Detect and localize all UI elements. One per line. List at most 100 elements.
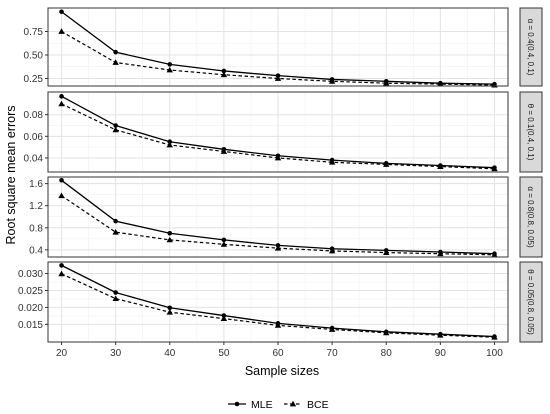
data-point-bce [437, 163, 444, 169]
x-tick-label: 30 [110, 348, 122, 359]
y-tick-label: 0.08 [24, 110, 44, 121]
data-point-mle [59, 263, 64, 268]
facet-strip [519, 261, 543, 343]
data-point-bce [274, 322, 282, 328]
x-axis-title: Sample sizes [245, 364, 319, 378]
y-tick-label: 0.8 [29, 223, 43, 234]
legend-key-bce: BCE [284, 399, 329, 411]
data-point-bce [58, 192, 65, 199]
y-tick-label: 0.020 [18, 303, 43, 314]
data-point-bce [166, 236, 173, 243]
data-point-mle [59, 9, 64, 15]
data-point-bce [437, 250, 444, 257]
data-point-bce [383, 249, 390, 255]
data-point-bce [328, 159, 336, 165]
panel-border [47, 176, 509, 258]
panel-2: 0.04 0.06 0.08 θ = 0.1(0.4, 0.1) [24, 91, 543, 173]
x-tick-label: 20 [56, 348, 68, 359]
data-point-bce [328, 326, 336, 332]
legend-label-bce: BCE [307, 399, 329, 411]
panel-4: 0.015 0.020 0.025 0.030 θ = 0.05(0.8, 0.05) [18, 261, 543, 343]
y-tick-label: 0.015 [18, 320, 43, 331]
data-point-bce [491, 334, 498, 340]
x-tick-label: 90 [435, 348, 447, 359]
data-point-bce [220, 241, 228, 247]
legend-label-mle: MLE [251, 399, 273, 411]
x-tick-label: 60 [272, 348, 284, 359]
data-point-bce [274, 154, 282, 161]
data-point-mle [167, 139, 173, 145]
y-tick-label: 0.50 [24, 50, 44, 61]
y-tick-label: 0.75 [24, 27, 44, 38]
legend-marker-triangle [289, 400, 297, 407]
data-point-bce [166, 66, 173, 73]
data-point-bce [58, 100, 65, 107]
data-point-bce [274, 75, 282, 81]
facet-strip [519, 176, 543, 258]
data-point-bce [491, 251, 498, 258]
data-point-bce [166, 308, 173, 315]
data-point-bce [166, 141, 173, 148]
legend: MLE BCE [228, 399, 329, 411]
data-point-mle [59, 94, 64, 99]
data-point-bce [112, 228, 119, 235]
data-point-bce [383, 79, 390, 86]
data-point-mle [113, 218, 118, 224]
data-point-mle [113, 49, 118, 55]
data-point-bce [437, 80, 444, 87]
series-line-bce [61, 30, 495, 86]
data-point-bce [220, 148, 228, 154]
data-point-bce [112, 59, 119, 65]
y-tick-label: 1.2 [29, 201, 43, 212]
panel-1: 0.25 0.50 0.75 α = 0.4(0.4, 0.1) [24, 7, 543, 88]
y-tick-label: 0.025 [18, 286, 43, 297]
data-point-bce [112, 126, 119, 133]
panel-3: 0.4 0.8 1.2 1.6 α = 0.8(0.8, 0.05) [29, 176, 543, 258]
data-point-bce [58, 28, 65, 34]
data-point-bce [328, 78, 336, 84]
data-point-bce [112, 295, 119, 302]
data-point-mle [113, 290, 118, 295]
facet-strip-label: α = 0.8(0.8, 0.05) [526, 186, 535, 248]
panel-border [47, 91, 509, 173]
x-axis: 20 30 40 50 60 70 80 90 100 [56, 342, 503, 359]
data-point-bce [220, 71, 228, 78]
x-tick-label: 80 [381, 348, 393, 359]
data-point-mle [59, 178, 64, 183]
y-tick-label: 0.04 [24, 153, 44, 164]
y-tick-label: 0.06 [24, 132, 44, 143]
legend-marker-circle [234, 401, 240, 407]
facet-strip-label: θ = 0.1(0.4, 0.1) [526, 104, 535, 161]
data-point-mle [167, 62, 173, 67]
y-tick-label: 1.6 [29, 179, 43, 190]
data-point-bce [328, 247, 336, 254]
data-point-bce [383, 161, 390, 167]
y-tick-label: 0.4 [29, 245, 43, 256]
x-tick-label: 40 [164, 348, 176, 359]
legend-key-mle: MLE [228, 399, 273, 411]
x-tick-label: 70 [327, 348, 339, 359]
y-tick-label: 0.030 [18, 269, 43, 280]
data-point-bce [491, 165, 498, 172]
x-tick-label: 50 [218, 348, 230, 359]
x-tick-label: 100 [486, 348, 503, 359]
facet-strip [519, 7, 543, 87]
data-point-mle [221, 237, 227, 243]
chart-panels: 0.250.500.75 α = 0.4(0.4, 0.1)0.040.060.0… [18, 7, 543, 343]
data-point-mle [167, 230, 173, 236]
data-point-mle [167, 305, 173, 311]
data-point-bce [437, 332, 444, 338]
facet-strip-label: α = 0.4(0.4, 0.1) [526, 19, 535, 76]
panel-border [47, 7, 509, 87]
data-point-bce [274, 244, 282, 251]
data-point-bce [220, 315, 228, 322]
y-tick-label: 0.25 [24, 74, 44, 85]
data-point-bce [383, 329, 390, 336]
data-point-mle [113, 123, 118, 128]
facet-strip-label: θ = 0.05(0.8, 0.05) [526, 269, 535, 335]
data-point-bce [58, 270, 65, 277]
y-axis-title: Root square mean errors [4, 106, 18, 245]
data-point-mle [221, 68, 227, 74]
facet-strip [519, 91, 543, 173]
